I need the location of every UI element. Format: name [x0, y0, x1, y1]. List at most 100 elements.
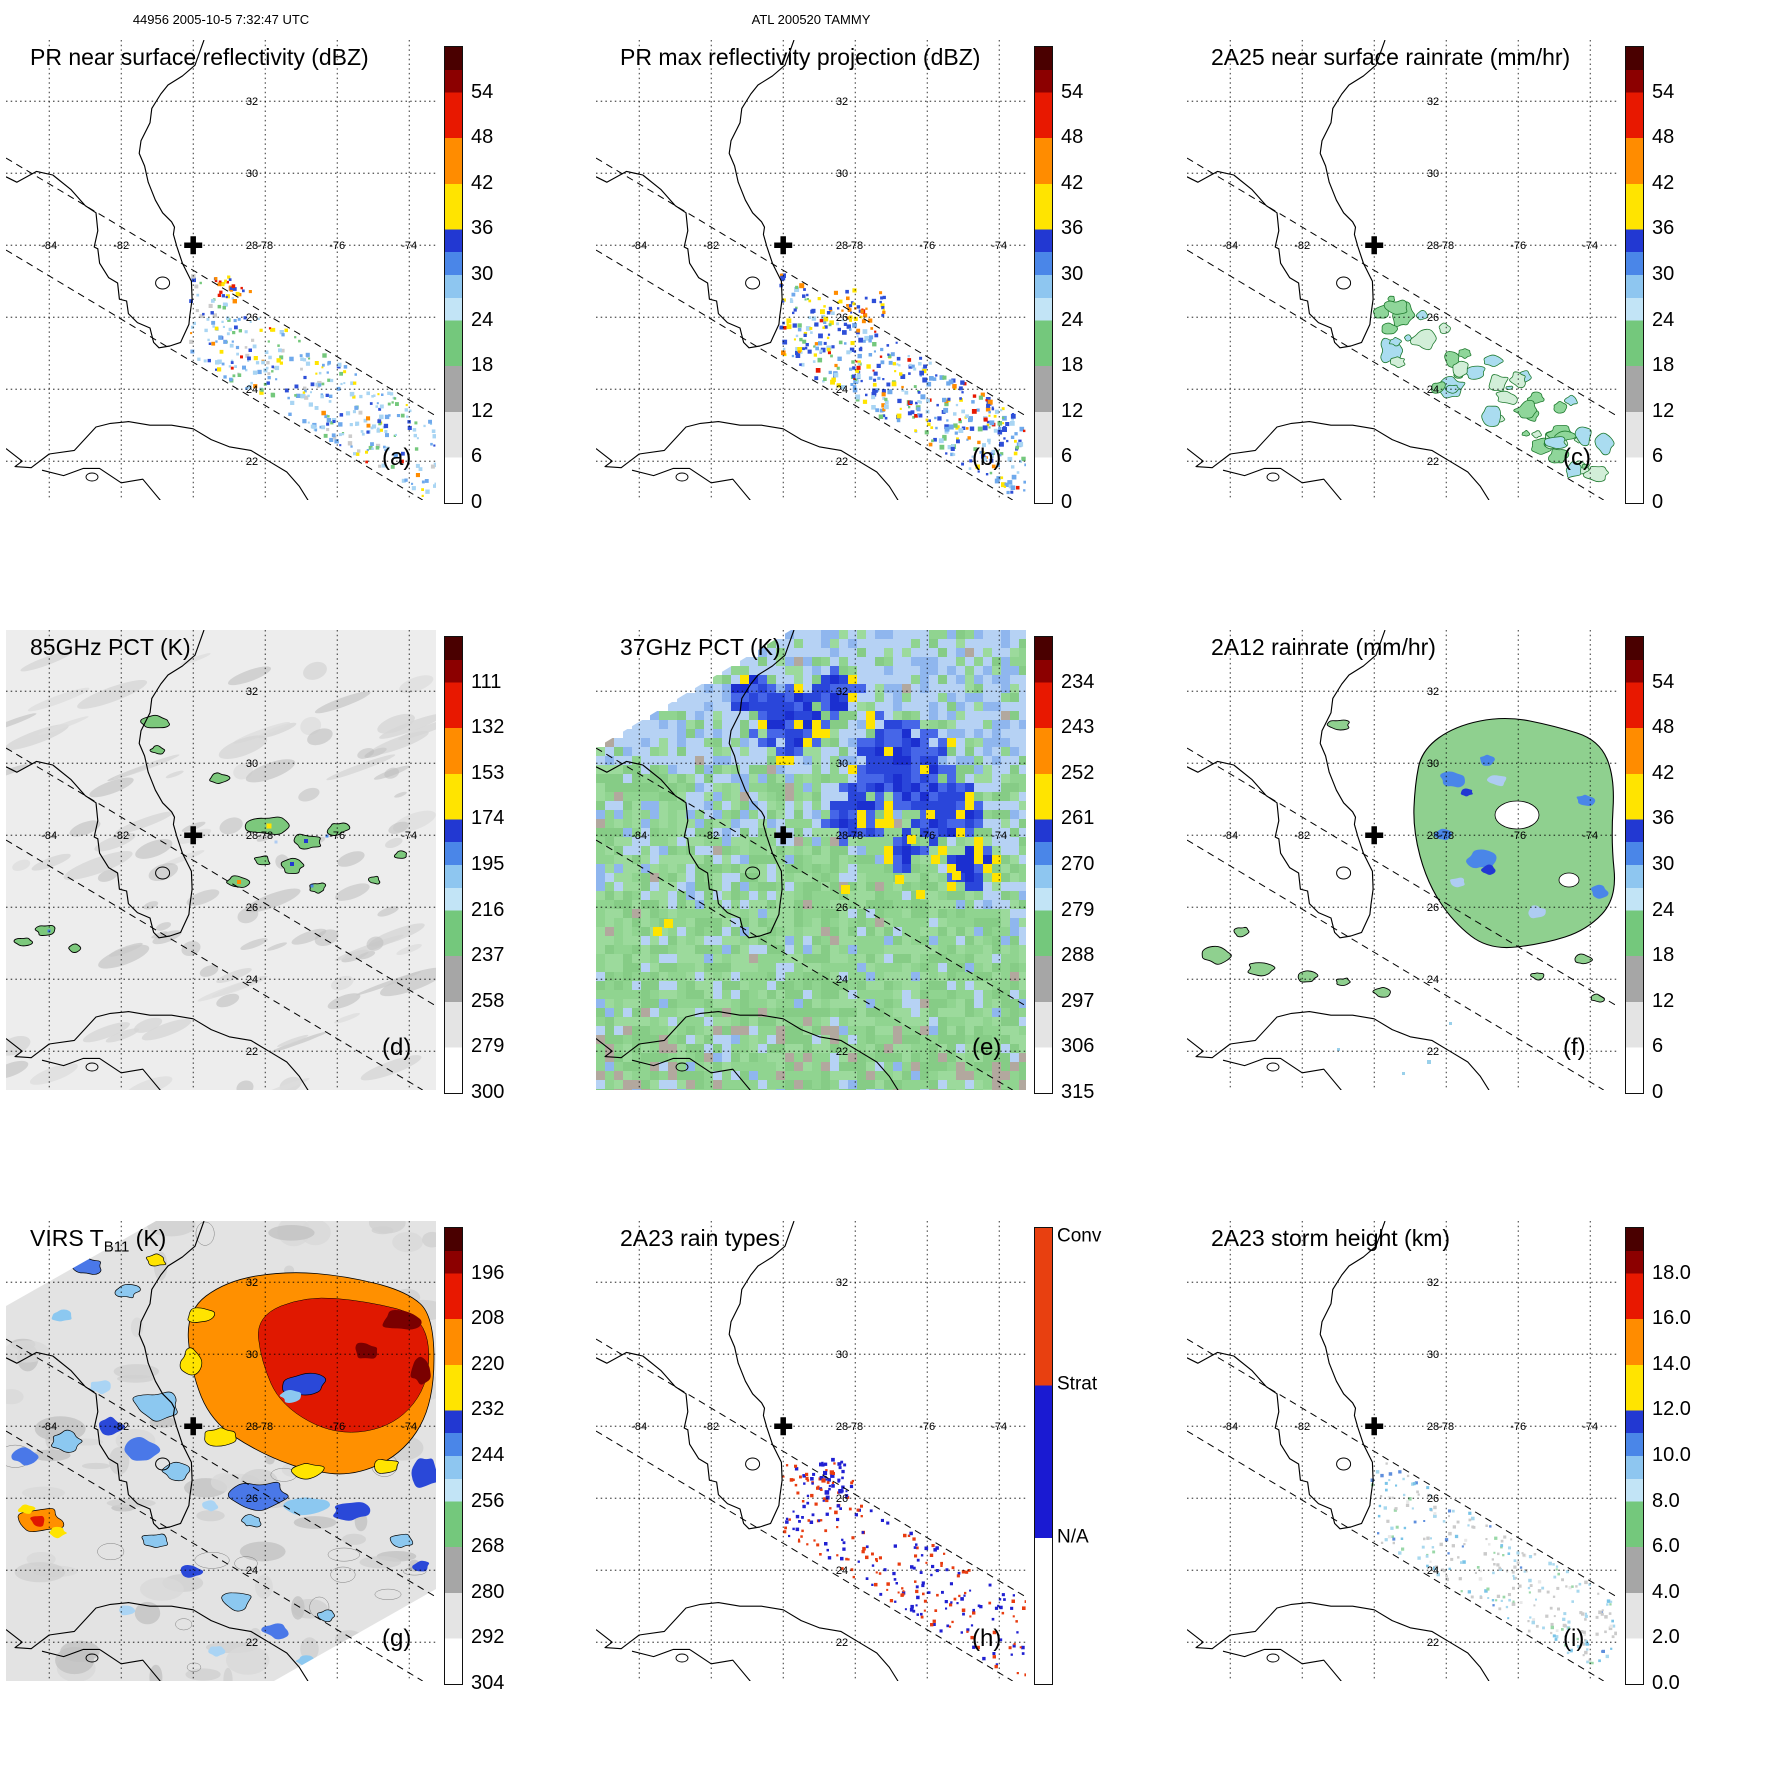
panel-f-letter: (f): [1563, 1034, 1586, 1061]
colorbar-tick-label: 0: [471, 491, 483, 513]
colorbar-tick-label: 196: [471, 1261, 505, 1284]
svg-text:-82: -82: [1294, 240, 1310, 252]
colorbar-tick-label: 14.0: [1652, 1352, 1691, 1375]
svg-text:32: 32: [1427, 1277, 1439, 1289]
panel-b-colorbar: 0 6 12 18 24 30 36 42 48 54: [1034, 46, 1179, 566]
colorbar-tick-label: 42: [1652, 761, 1675, 784]
svg-text:30: 30: [246, 168, 258, 180]
svg-text:-76: -76: [919, 1421, 935, 1433]
svg-text:22: 22: [836, 456, 848, 468]
colorbar-tick-label: 2.0: [1652, 1626, 1680, 1649]
svg-text:24: 24: [1427, 1565, 1439, 1577]
svg-text:24: 24: [1427, 384, 1439, 396]
svg-text:26: 26: [246, 1493, 258, 1505]
svg-text:-78: -78: [1438, 240, 1454, 252]
colorbar-tick-label: 258: [471, 989, 505, 1012]
svg-text:-82: -82: [113, 830, 129, 842]
svg-text:32: 32: [836, 96, 848, 108]
panel-g-title-sub: B11: [103, 1238, 130, 1256]
colorbar-tick-label: 270: [1061, 853, 1095, 875]
panel-d-map: -84 -82 -78 -76 -74 32 30 28 26 24 22: [6, 630, 436, 1090]
panel-e: -84 -82 -78 -76 -74 32 30 28 26 24 22 37GHz PCT (K…: [590, 590, 1180, 1180]
svg-text:-78: -78: [257, 240, 273, 252]
colorbar-gradient: [1625, 1227, 1644, 1685]
svg-text:24: 24: [1427, 974, 1439, 986]
colorbar-gradient: [1034, 46, 1053, 504]
panel-i-map: -84 -82 -78 -76 -74 32 30 28 26 24 22: [1187, 1221, 1617, 1681]
svg-text:-76: -76: [919, 240, 935, 252]
svg-text:30: 30: [246, 758, 258, 770]
svg-text:28: 28: [246, 1421, 258, 1433]
panel-h-map: -84 -82 -78 -76 -74 32 30 28 26 24 22: [596, 1221, 1026, 1681]
colorbar-tick-label: 315: [1061, 1081, 1095, 1103]
svg-text:-84: -84: [1222, 830, 1238, 842]
panel-f: -84 -82 -78 -76 -74 32 30 28 26 24 22 2A12 rainrat…: [1181, 590, 1771, 1180]
svg-text:24: 24: [246, 974, 258, 986]
svg-text:-74: -74: [401, 1421, 417, 1433]
panel-c-map: -84 -82 -78 -76 -74 32 30 28 26 24 22: [1187, 40, 1617, 500]
svg-text:-76: -76: [329, 1421, 345, 1433]
colorbar-tick-label: 12: [1061, 399, 1084, 422]
colorbar-tick-label: 48: [1652, 126, 1675, 149]
colorbar-tick-label: 237: [471, 944, 505, 967]
svg-text:30: 30: [1427, 1349, 1439, 1361]
colorbar-tick-label: 10.0: [1652, 1444, 1691, 1466]
panel-c: -84 -82 -78 -76 -74 32 30 28 26 24 22 2A25 near su…: [1181, 0, 1771, 590]
colorbar-tick-label: 6: [1061, 445, 1073, 468]
svg-text:22: 22: [246, 1637, 258, 1649]
svg-text:30: 30: [1427, 758, 1439, 770]
colorbar-tick-label: 30: [1652, 263, 1675, 285]
svg-text:30: 30: [836, 758, 848, 770]
panel-a-colorbar: 0 6 12 18 24 30 36 42 48 54: [444, 46, 589, 566]
svg-text:26: 26: [836, 902, 848, 914]
colorbar-tick-label: 0: [1652, 491, 1664, 513]
svg-text:-82: -82: [113, 1421, 129, 1433]
panel-a-letter: (a): [382, 444, 412, 471]
colorbar-tick-label: 18: [1061, 354, 1084, 377]
colorbar-tick-label: 12: [471, 399, 494, 422]
colorbar-tick-label: 6: [1652, 1035, 1664, 1058]
colorbar-tick-label: 42: [471, 171, 494, 194]
colorbar-gradient: [1625, 636, 1644, 1094]
colorbar-tick-label: 48: [1652, 716, 1675, 739]
svg-text:-78: -78: [847, 1421, 863, 1433]
svg-text:-82: -82: [113, 240, 129, 252]
svg-text:-76: -76: [919, 830, 935, 842]
colorbar-tick-label: 42: [1061, 171, 1084, 194]
panel-h-title: 2A23 rain types: [620, 1225, 780, 1251]
colorbar-tick-label: 256: [471, 1489, 505, 1512]
svg-text:32: 32: [1427, 96, 1439, 108]
svg-text:30: 30: [1427, 168, 1439, 180]
colorbar-tick-label: 42: [1652, 171, 1675, 194]
svg-text:26: 26: [1427, 312, 1439, 324]
colorbar-tick-label: 232: [471, 1398, 505, 1421]
svg-text:-82: -82: [1294, 830, 1310, 842]
svg-text:-84: -84: [41, 1421, 57, 1433]
colorbar-tick-label: 306: [1061, 1035, 1095, 1058]
svg-text:28: 28: [246, 240, 258, 252]
svg-text:22: 22: [836, 1046, 848, 1058]
colorbar-tick-label: 12: [1652, 399, 1675, 422]
colorbar-tick-label: 261: [1061, 807, 1095, 830]
panel-h-colorbar: Conv Strat N/A: [1034, 1227, 1179, 1747]
panel-a: 44956 2005-10-5 7:32:47 UTC -84 -82 -78 -76…: [0, 0, 590, 590]
svg-text:-82: -82: [1294, 1421, 1310, 1433]
svg-text:26: 26: [836, 1493, 848, 1505]
panel-g-map: -84 -82 -78 -76 -74 32 30 28 26 24 22: [6, 1221, 436, 1681]
colorbar-tick-label: 24: [1652, 898, 1675, 921]
colorbar-gradient: [1625, 46, 1644, 504]
colorbar-tick-label: 30: [1061, 263, 1084, 285]
colorbar-tick-label: 18: [1652, 944, 1675, 967]
panel-i-title: 2A23 storm height (km): [1211, 1225, 1451, 1251]
colorbar-gradient: [1034, 636, 1053, 1094]
colorbar-tick-label: 268: [471, 1535, 505, 1558]
panel-d: -84 -82 -78 -76 -74 32 30 28 26 24 22 85GHz PCT (K…: [0, 590, 590, 1180]
svg-text:-76: -76: [329, 240, 345, 252]
colorbar-tick-label: 54: [471, 80, 494, 103]
panel-b: ATL 200520 TAMMY -84 -82 -78 -76 -74 32 30 28 26…: [590, 0, 1180, 590]
panel-f-title: 2A12 rainrate (mm/hr): [1211, 634, 1436, 660]
panel-g-title-post: (K): [129, 1225, 167, 1251]
colorbar-tick-label: 12.0: [1652, 1398, 1691, 1421]
colorbar-tick-label: 216: [471, 898, 505, 921]
